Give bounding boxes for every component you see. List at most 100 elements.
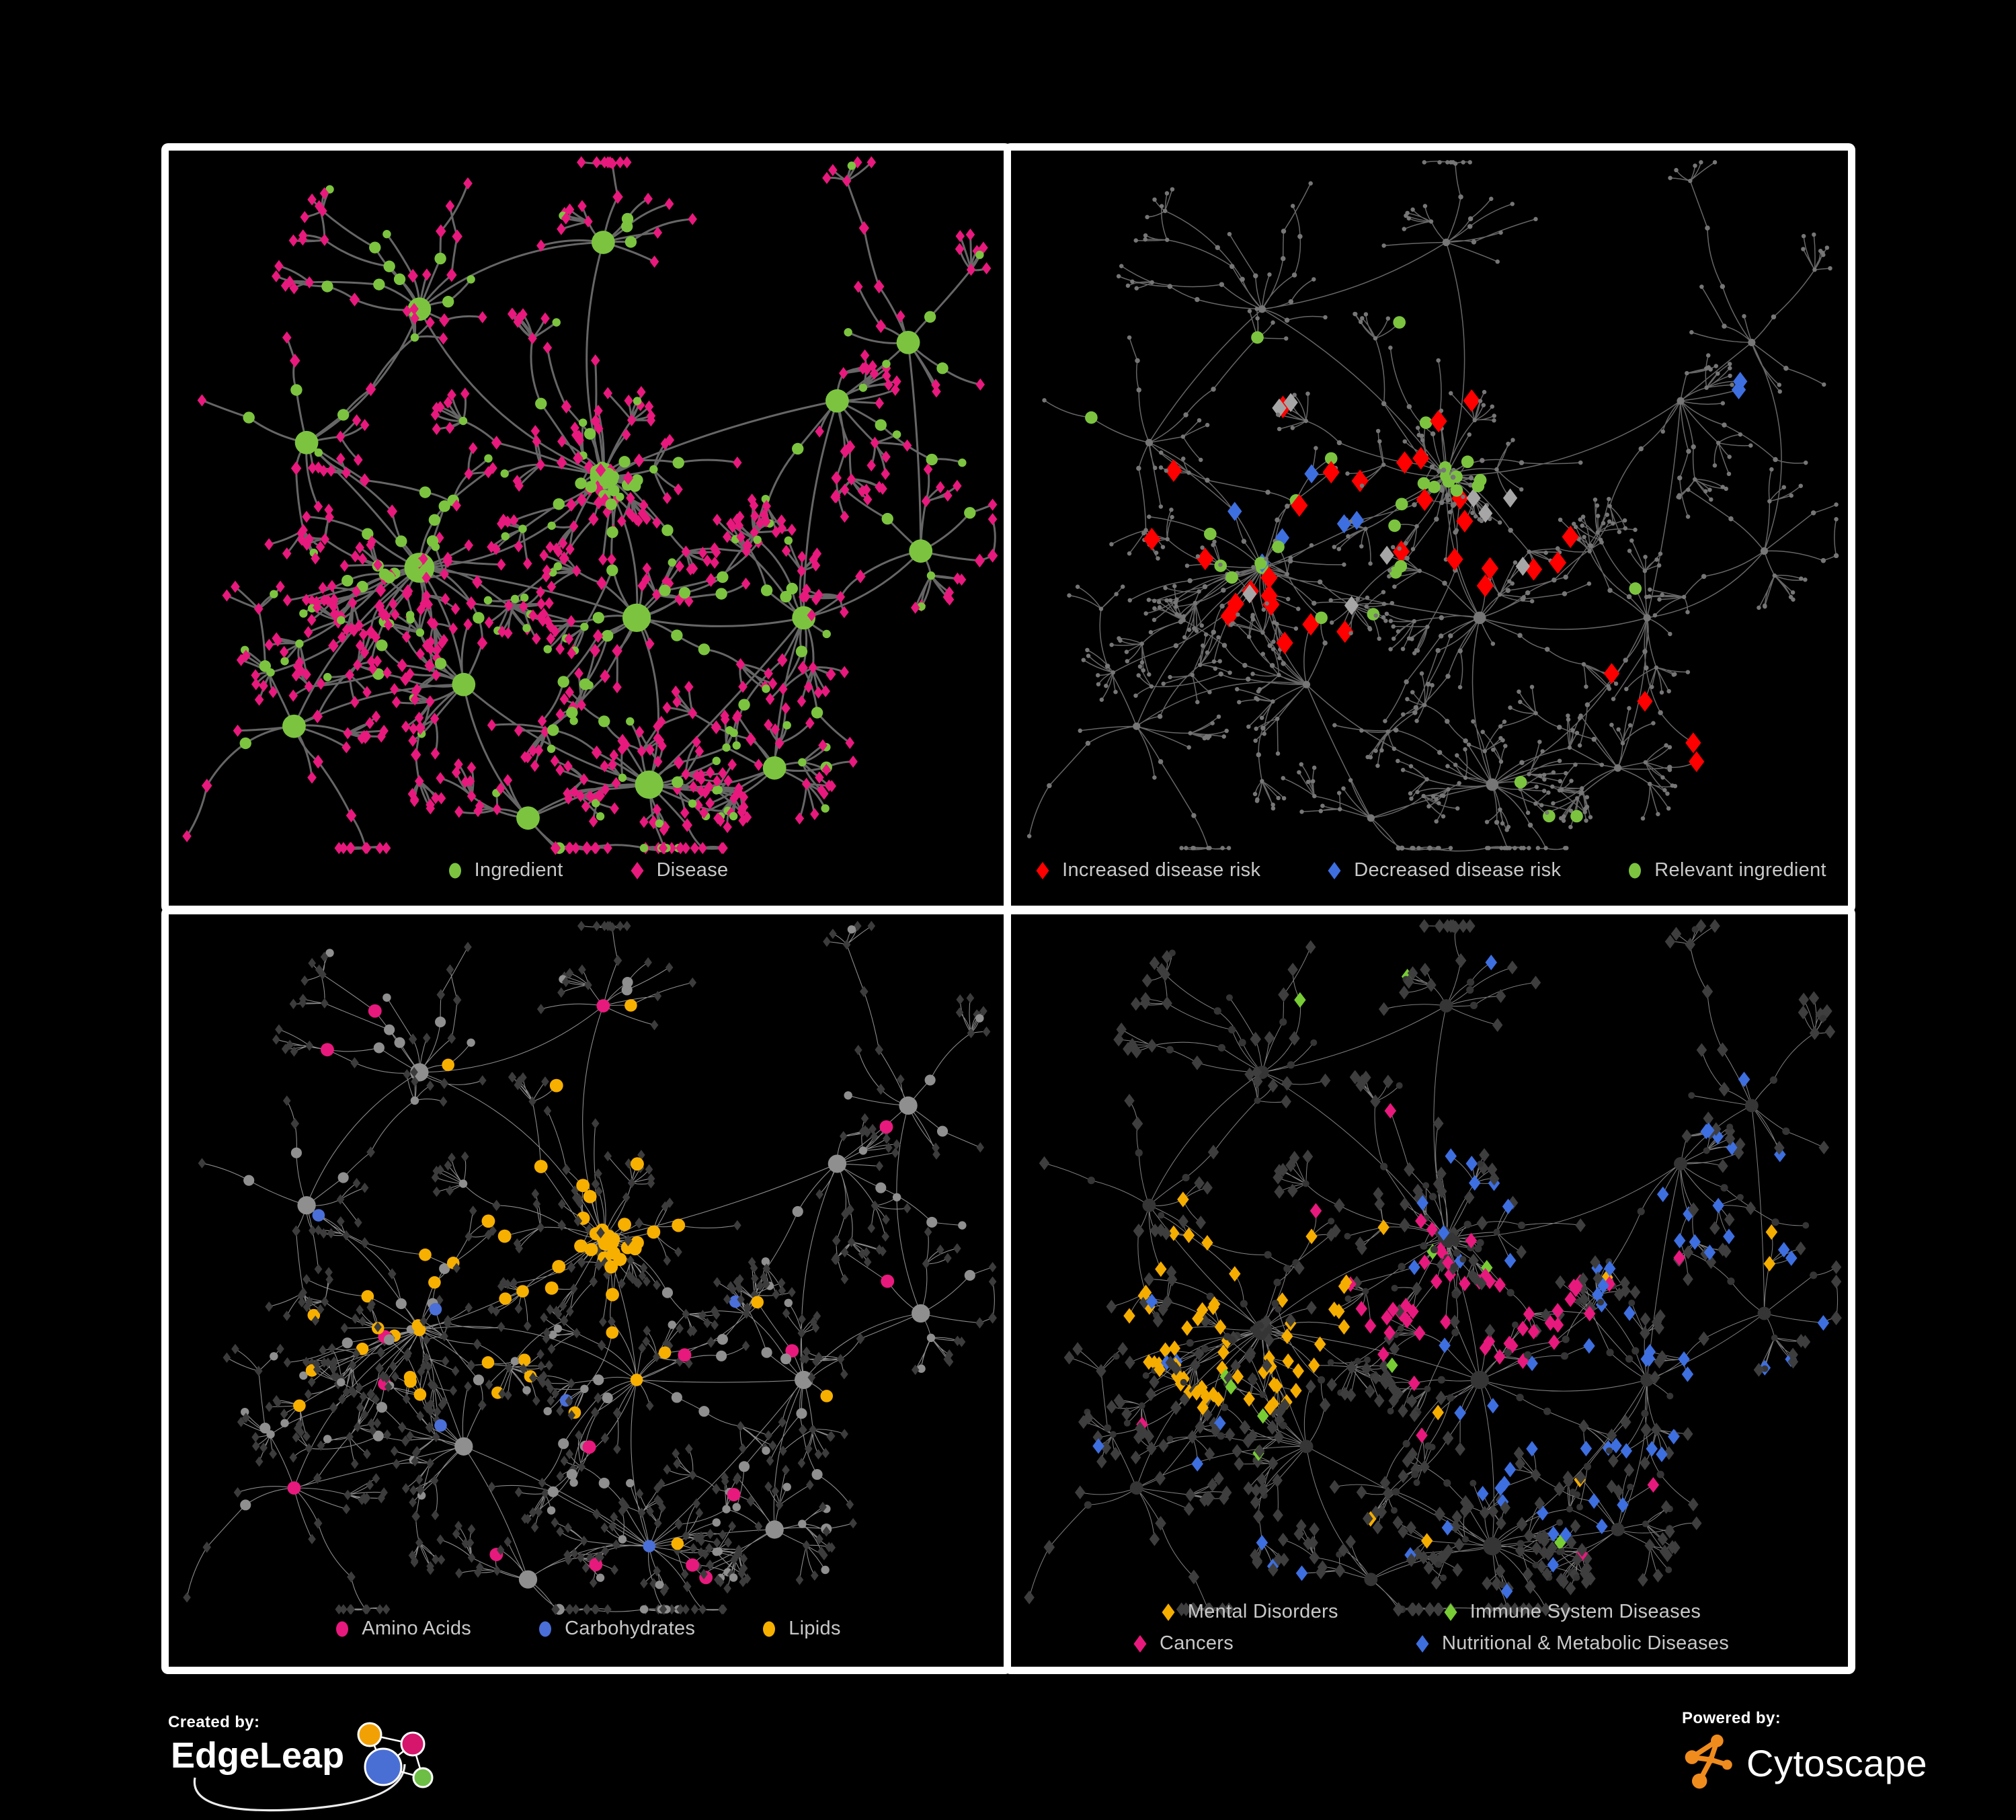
network-node-disease xyxy=(812,1356,820,1368)
network-node-disease xyxy=(1484,1323,1496,1338)
network-node-disease xyxy=(563,760,573,773)
network-node-disease xyxy=(836,590,846,603)
network-node-disease xyxy=(1685,937,1696,952)
network-node-disease xyxy=(478,1399,487,1411)
network-node-disease xyxy=(1396,629,1401,634)
network-node-disease xyxy=(1253,1509,1264,1524)
network-node-disease xyxy=(1575,1218,1586,1232)
network-node-disease xyxy=(518,600,528,613)
network-node-disease xyxy=(1156,1223,1166,1237)
network-node-disease xyxy=(409,793,419,806)
network-node-ingredient xyxy=(917,602,926,611)
network-node-disease xyxy=(1623,526,1628,530)
network-node-disease xyxy=(723,1583,731,1594)
network-node-ingredient xyxy=(605,498,617,510)
network-node-disease xyxy=(1419,671,1424,676)
network-node-disease xyxy=(1451,1510,1463,1524)
network-node-disease xyxy=(576,1552,585,1563)
network-node-ingredient xyxy=(1533,801,1538,806)
network-node-ingredient xyxy=(603,1233,617,1247)
network-node-disease xyxy=(1277,656,1282,660)
network-node-disease xyxy=(1459,1275,1471,1292)
network-node-ingredient xyxy=(618,773,627,782)
network-node-ingredient xyxy=(323,672,332,682)
network-node-disease xyxy=(1830,1260,1842,1275)
network-node-ingredient xyxy=(1524,1351,1532,1359)
network-node-disease xyxy=(756,1280,764,1291)
network-node-disease xyxy=(645,1400,654,1411)
legend-item-lipids: Lipids xyxy=(759,1618,841,1640)
network-node-ingredient xyxy=(547,1506,556,1515)
network-node-disease xyxy=(1063,1351,1075,1365)
network-node-disease xyxy=(1696,1043,1707,1058)
network-node-ingredient xyxy=(481,1214,495,1228)
network-node-disease xyxy=(974,553,985,568)
network-node-disease xyxy=(840,1369,848,1380)
network-node-disease xyxy=(981,262,992,275)
network-node-disease xyxy=(432,1431,440,1443)
network-node-disease xyxy=(735,1274,744,1285)
network-node-disease xyxy=(1483,1333,1496,1349)
network-node-disease xyxy=(575,1430,583,1441)
network-node-disease xyxy=(1568,824,1573,830)
network-node-disease xyxy=(460,1151,469,1162)
network-node-disease xyxy=(431,1509,440,1521)
network-node-disease xyxy=(1379,1476,1391,1490)
network-node-disease xyxy=(1627,549,1632,553)
network-node-disease xyxy=(778,682,788,695)
network-node-disease xyxy=(1656,563,1662,568)
network-node-disease xyxy=(1426,804,1431,809)
network-node-disease xyxy=(1212,539,1217,544)
network-node-disease xyxy=(1308,181,1313,186)
network-node-disease xyxy=(1578,713,1583,718)
network-node-disease xyxy=(1191,813,1197,818)
network-node-disease xyxy=(1554,1534,1566,1551)
network-node-ingredient xyxy=(1486,778,1499,791)
network-node-disease xyxy=(319,233,329,246)
network-node-ingredient xyxy=(1748,338,1756,346)
network-node-disease xyxy=(366,1479,374,1491)
network-node-disease xyxy=(1149,1532,1160,1546)
network-node-ingredient xyxy=(1393,316,1406,329)
network-node-disease xyxy=(860,349,870,362)
network-node-ingredient xyxy=(606,1246,620,1260)
network-node-disease xyxy=(372,655,382,668)
network-node-ingredient xyxy=(1627,723,1633,727)
network-node-disease xyxy=(1292,1363,1304,1379)
network-node-disease xyxy=(354,619,364,632)
network-node-disease xyxy=(1658,551,1663,556)
network-node-disease xyxy=(1551,801,1556,806)
network-node-disease xyxy=(1660,592,1664,597)
network-node-ingredient xyxy=(1449,1236,1457,1244)
network-node-disease xyxy=(1149,684,1154,689)
network-node-disease xyxy=(319,969,327,980)
network-node-ingredient xyxy=(1802,1222,1810,1229)
network-node-disease xyxy=(1515,1544,1526,1558)
network-node-ingredient xyxy=(1367,608,1380,621)
network-node-ingredient xyxy=(631,1157,644,1171)
network-node-ingredient xyxy=(1388,519,1401,532)
network-node-disease xyxy=(682,1530,690,1541)
network-node-disease xyxy=(643,1276,651,1287)
network-node-disease xyxy=(426,695,435,708)
network-node-disease xyxy=(1184,563,1190,568)
network-node-disease xyxy=(684,595,694,608)
legend-label: Carbohydrates xyxy=(565,1618,696,1639)
network-node-ingredient xyxy=(621,212,634,225)
network-node-disease xyxy=(1164,598,1169,603)
network-node-disease xyxy=(819,787,829,800)
network-node-disease xyxy=(637,386,646,399)
network-node-ingredient xyxy=(751,1296,764,1309)
network-node-disease xyxy=(242,1413,250,1423)
network-node-disease xyxy=(590,354,600,367)
legend-label: Lipids xyxy=(789,1618,841,1639)
network-node-disease xyxy=(1199,1314,1211,1329)
network-node-disease xyxy=(1379,1359,1389,1374)
network-node-ingredient xyxy=(668,558,676,567)
network-node-disease xyxy=(352,1348,360,1359)
network-node-disease xyxy=(653,1566,661,1577)
network-node-disease xyxy=(1463,747,1467,752)
network-node-disease xyxy=(1651,1314,1662,1329)
network-node-disease xyxy=(304,680,314,693)
network-node-disease xyxy=(362,842,372,855)
